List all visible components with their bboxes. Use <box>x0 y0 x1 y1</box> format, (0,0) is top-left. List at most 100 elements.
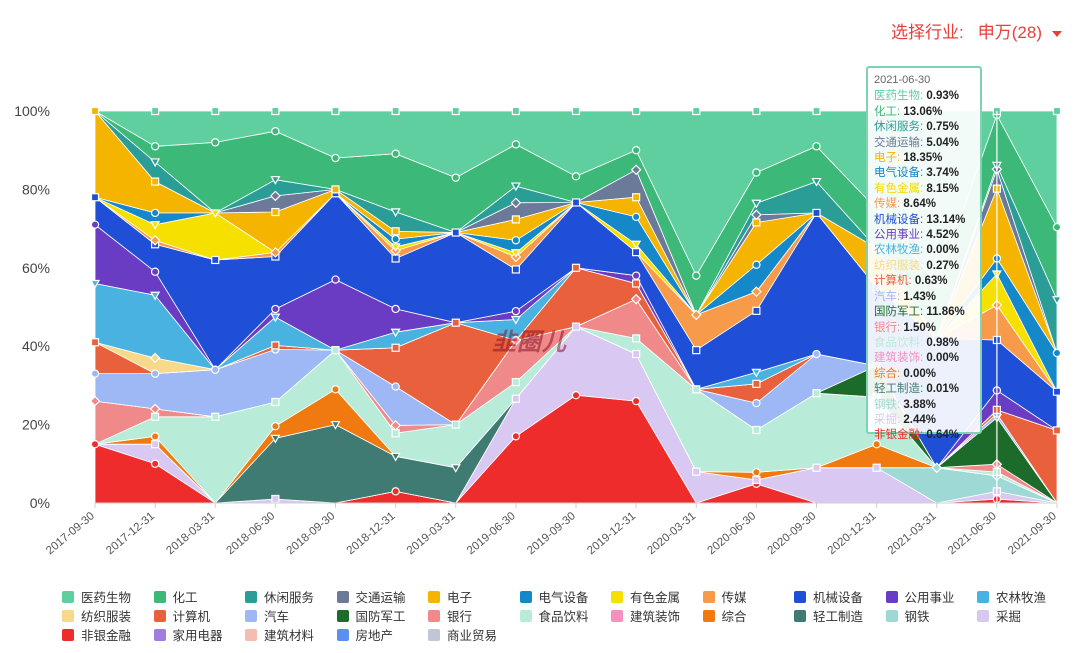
data-point <box>451 420 460 429</box>
data-point <box>632 106 641 116</box>
legend-item[interactable]: 轻工制造 <box>794 606 863 625</box>
tooltip-series-value: 5.04% <box>926 136 959 149</box>
legend-label: 建筑材料 <box>264 629 315 643</box>
data-point <box>271 422 280 431</box>
x-tick-label: 2021-03-31 <box>886 510 939 557</box>
tooltip-row: 医药生物: 0.93% <box>874 90 959 103</box>
industry-selector[interactable]: 选择行业: 申万(28) <box>891 18 1062 43</box>
tooltip-series-name: 有色金属 <box>874 182 920 195</box>
legend-swatch <box>245 591 257 603</box>
legend-item[interactable]: 银行 <box>428 606 472 625</box>
legend-item[interactable]: 房地产 <box>336 625 393 644</box>
tooltip-series-value: 3.88% <box>903 398 936 411</box>
legend-swatch <box>611 610 623 622</box>
data-point <box>751 199 762 209</box>
legend-item[interactable]: 有色金属 <box>611 587 680 606</box>
tooltip-series-value: 0.63% <box>914 275 948 288</box>
tooltip-series-name: 钢铁 <box>874 398 897 411</box>
data-point <box>151 412 160 421</box>
data-point <box>571 322 581 331</box>
x-tick-label: 2017-09-30 <box>44 510 97 557</box>
data-point <box>511 140 521 149</box>
legend-item[interactable]: 休闲服务 <box>245 587 314 606</box>
legend-item[interactable]: 建筑材料 <box>245 625 314 644</box>
industry-selector-label: 选择行业: <box>891 23 964 42</box>
legend-label: 计算机 <box>172 610 211 624</box>
legend-item[interactable]: 电子 <box>428 587 472 606</box>
data-point <box>150 432 160 441</box>
data-point <box>270 190 281 202</box>
legend-label: 银行 <box>447 610 473 624</box>
data-point <box>89 279 101 289</box>
legend-item[interactable]: 钢铁 <box>885 606 930 625</box>
y-tick-label: 40% <box>22 338 50 354</box>
data-point <box>331 153 340 163</box>
x-tick-label: 2019-09-30 <box>525 510 578 557</box>
data-point <box>931 462 943 474</box>
data-point <box>150 459 160 468</box>
data-point <box>692 106 701 116</box>
tooltip-row: 国防军工: 11.86% <box>874 306 965 319</box>
data-point <box>812 208 821 218</box>
legend-item[interactable]: 纺织服装 <box>62 606 131 625</box>
data-point <box>510 335 522 346</box>
data-point <box>271 397 280 407</box>
data-point <box>331 385 340 394</box>
legend-swatch <box>702 591 715 603</box>
legend-item[interactable]: 化工 <box>153 587 198 606</box>
x-tick-label: 2019-06-30 <box>465 510 518 557</box>
tooltip-series-value: 0.01% <box>926 383 959 396</box>
legend-item[interactable]: 交通运输 <box>336 587 406 606</box>
data-point <box>90 220 100 229</box>
legend-item[interactable]: 医药生物 <box>62 587 131 606</box>
data-point <box>271 127 280 136</box>
tooltip-series-value: 0.98% <box>926 336 959 349</box>
x-tick-label: 2019-03-31 <box>405 510 458 557</box>
legend-item[interactable]: 家用电器 <box>153 625 223 644</box>
legend-swatch <box>977 591 989 603</box>
data-point <box>150 208 160 218</box>
legend-swatch <box>62 591 74 603</box>
legend-item[interactable]: 国防军工 <box>336 606 406 625</box>
legend-item[interactable]: 农林牧渔 <box>977 587 1046 606</box>
legend-item[interactable]: 机械设备 <box>794 587 863 606</box>
data-point <box>450 464 461 473</box>
data-point <box>812 463 821 472</box>
legend-label: 汽车 <box>264 610 290 624</box>
legend-item[interactable]: 采掘 <box>977 606 1021 625</box>
data-point <box>150 142 160 151</box>
data-point <box>1051 296 1063 305</box>
data-point <box>571 106 581 116</box>
data-point <box>90 193 100 202</box>
legend-item[interactable]: 公用事业 <box>885 587 955 606</box>
legend-label: 机械设备 <box>813 591 864 605</box>
legend-item[interactable]: 商业贸易 <box>428 625 497 644</box>
tooltip-series-name: 电子 <box>874 152 897 165</box>
tooltip-series-name: 农林牧渔 <box>874 244 920 257</box>
data-point <box>511 432 521 441</box>
legend-item[interactable]: 汽车 <box>245 606 289 625</box>
x-tick-label: 2018-03-31 <box>164 510 217 557</box>
data-point <box>90 106 100 116</box>
legend-item[interactable]: 电气设备 <box>519 587 589 606</box>
data-point <box>631 212 641 222</box>
data-point <box>752 425 761 435</box>
legend-item[interactable]: 食品饮料 <box>519 606 589 625</box>
data-point <box>391 234 400 244</box>
tooltip-series-name: 电气设备 <box>874 167 920 180</box>
legend-item[interactable]: 建筑装饰 <box>611 606 680 625</box>
legend-label: 纺织服装 <box>81 610 132 624</box>
legend-item[interactable]: 非银金融 <box>62 625 131 644</box>
legend-item[interactable]: 综合 <box>702 606 747 625</box>
data-point <box>511 377 520 387</box>
data-point <box>511 306 521 316</box>
legend-item[interactable]: 传媒 <box>702 587 747 606</box>
tooltip-series-name: 综合 <box>874 367 897 380</box>
data-point <box>751 368 762 378</box>
tooltip-row: 公用事业: 4.52% <box>874 229 959 242</box>
tooltip-series-value: 8.64% <box>903 198 936 211</box>
tooltip-series-value: 13.14% <box>926 213 966 226</box>
legend-item[interactable]: 计算机 <box>153 606 211 625</box>
data-point <box>391 106 400 116</box>
